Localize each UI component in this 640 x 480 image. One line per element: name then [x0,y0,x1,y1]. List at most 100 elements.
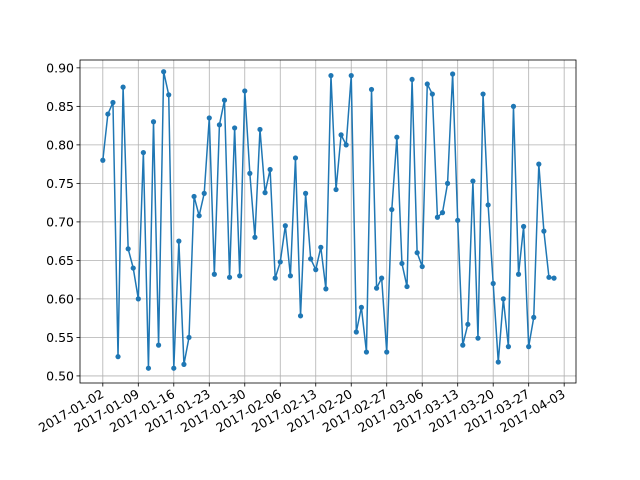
data-point [444,180,451,186]
y-tick-label: 0.60 [46,291,74,306]
data-point [368,86,375,93]
data-point [125,246,131,252]
data-point [297,313,304,319]
data-point [287,273,293,279]
data-point [455,217,461,223]
data-point [115,354,121,360]
data-point [292,155,299,161]
data-point [515,271,522,277]
data-point [424,81,430,87]
y-tick-label: 0.50 [46,368,74,383]
data-point [323,286,329,292]
data-point [196,213,202,219]
data-point [465,321,471,327]
data-point [166,92,172,98]
data-point [221,97,228,103]
data-point [216,122,223,128]
data-point [338,132,344,138]
data-point [135,296,141,302]
data-point [541,228,547,234]
data-point [414,250,420,256]
data-point [247,170,253,176]
data-point [450,71,456,77]
data-point [434,214,441,220]
data-point [272,275,278,281]
data-point [282,223,288,229]
y-tick-label: 0.90 [46,60,74,75]
data-point [232,125,238,131]
y-tick-label: 0.65 [46,253,74,268]
data-point [242,88,248,94]
data-point [308,256,314,262]
data-point [510,103,517,109]
data-point [110,99,116,106]
data-point [526,344,532,350]
data-point [252,234,258,240]
data-point [130,265,136,271]
data-point [358,304,364,310]
data-point [257,126,263,133]
data-point [348,72,354,79]
y-tick-label: 0.85 [46,99,74,114]
data-point [328,72,334,79]
y-tick-label: 0.80 [46,137,74,152]
data-point [211,271,217,277]
data-point [201,190,207,196]
y-tick-label: 0.75 [46,176,74,191]
data-point [521,223,527,230]
data-point [145,365,152,371]
data-point [500,296,506,302]
data-point [495,359,501,365]
data-point [394,134,400,140]
data-point [480,91,486,97]
data-point [536,161,542,167]
data-point [475,335,481,341]
data-point [191,193,197,200]
y-tick-label: 0.55 [46,330,74,345]
data-point [120,84,126,90]
data-line [102,71,555,369]
data-point [226,274,233,280]
data-point [237,273,243,279]
data-point [379,275,385,281]
data-point [100,157,106,163]
data-point [303,190,309,196]
data-point [155,342,162,348]
data-point [277,259,283,265]
data-point [313,267,319,273]
data-point [150,119,157,125]
data-point [439,210,446,216]
data-point [546,274,552,280]
y-tick-label: 0.70 [46,214,74,229]
data-point [267,166,273,173]
data-point [409,76,415,83]
data-point [505,344,512,350]
data-point [429,91,435,97]
data-point [485,202,491,208]
data-point [470,178,476,184]
plot-frame [79,59,577,384]
data-point [460,342,466,348]
data-point [404,283,410,290]
data-point [318,244,324,250]
data-point [384,349,390,355]
data-point [105,111,111,117]
data-point [176,238,182,244]
data-point [186,334,192,341]
data-point [531,314,537,320]
data-point [161,69,167,75]
data-point [490,280,496,287]
data-point [181,361,187,367]
data-point [363,349,370,355]
data-point [171,365,177,371]
data-point [373,285,380,291]
data-point [206,115,212,121]
data-point [419,263,425,270]
data-point [262,190,268,196]
data-point [551,275,557,281]
data-point [140,149,146,156]
data-point [399,260,405,267]
data-point [389,206,395,213]
